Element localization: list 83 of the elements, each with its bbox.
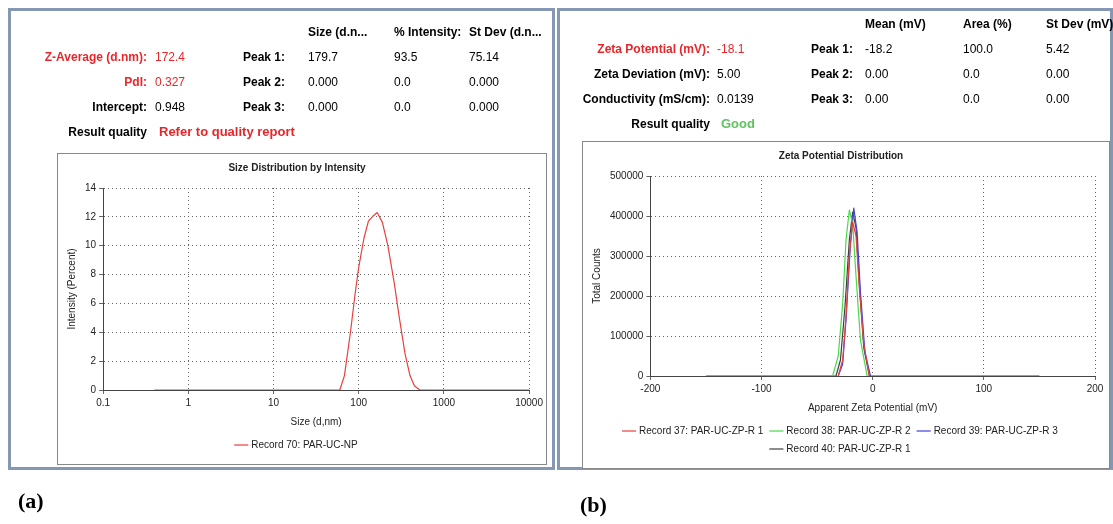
- text: 0.0: [963, 92, 980, 106]
- y-tick-label: 300000: [609, 249, 644, 261]
- text: 0.000: [469, 100, 500, 114]
- text: PdI:: [124, 75, 147, 89]
- text: 5.00: [717, 67, 741, 81]
- text: Intercept:: [92, 100, 147, 114]
- x-tick-label: 1: [185, 396, 192, 408]
- y-tick-label: 200000: [609, 289, 644, 301]
- x-tick-label: 100: [975, 382, 993, 394]
- text: Peak 1:: [242, 50, 285, 64]
- text: Peak 1:: [810, 42, 853, 56]
- y-tick-label: 500000: [609, 169, 644, 181]
- y-tick-label: 400000: [609, 209, 644, 221]
- x-tick-label: 1000: [432, 396, 456, 408]
- x-tick-label: 10000: [515, 396, 544, 408]
- x-tick-label: 10: [267, 396, 280, 408]
- x-tick-label: 100: [350, 396, 368, 408]
- text: Good: [721, 116, 755, 131]
- text: 93.5: [394, 50, 418, 64]
- text: (a): [18, 488, 44, 514]
- legend-label: Record 70: PAR-UC-NP: [251, 438, 359, 450]
- y-tick-label: 10: [85, 239, 97, 251]
- legend-label: Record 40: PAR-UC-ZP-R 1: [786, 442, 912, 454]
- text: Result quality: [631, 117, 710, 131]
- y-tick-label: 2: [90, 354, 97, 366]
- text: Z-Average (d.nm):: [44, 50, 147, 64]
- text: 0.00: [865, 67, 889, 81]
- y-axis-title: Intensity (Percent): [65, 248, 77, 330]
- text: Refer to quality report: [159, 124, 295, 139]
- y-tick-label: 6: [90, 297, 97, 309]
- text: 0.000: [469, 75, 500, 89]
- text: Conductivity (mS/cm):: [582, 92, 710, 106]
- text: Zeta Deviation (mV):: [593, 67, 710, 81]
- text: 0.0: [394, 100, 411, 114]
- x-axis-title: Apparent Zeta Potential (mV): [807, 401, 938, 413]
- y-tick-label: 12: [85, 210, 97, 222]
- text: Mean (mV): [865, 17, 926, 31]
- text: 5.42: [1046, 42, 1070, 56]
- x-tick-label: 0.1: [96, 396, 111, 408]
- text: 0.327: [155, 75, 186, 89]
- legend-label: Record 37: PAR-UC-ZP-R 1: [639, 424, 764, 436]
- text: Size (d.n...: [308, 25, 368, 39]
- text: Peak 3:: [810, 92, 853, 106]
- text: Peak 3:: [242, 100, 285, 114]
- text: Area (%): [963, 17, 1012, 31]
- text: St Dev (d.n...: [469, 25, 542, 39]
- y-tick-label: 8: [90, 268, 97, 280]
- text: Peak 2:: [242, 75, 285, 89]
- x-tick-label: -100: [751, 382, 772, 394]
- text: 75.14: [469, 50, 500, 64]
- text: 0.0: [963, 67, 980, 81]
- x-axis-title: Size (d,nm): [290, 415, 342, 427]
- text: 179.7: [308, 50, 339, 64]
- text: (b): [580, 492, 607, 518]
- y-tick-label: 4: [90, 326, 97, 338]
- y-tick-label: 0: [637, 369, 644, 381]
- text: 0.0139: [717, 92, 754, 106]
- legend-label: Record 39: PAR-UC-ZP-R 3: [933, 424, 1059, 436]
- text: % Intensity:: [394, 25, 462, 39]
- chart-title: Size Distribution by Intensity: [228, 161, 367, 173]
- x-tick-label: 0: [869, 382, 876, 394]
- text: Zeta Potential (mV):: [597, 42, 710, 56]
- text: -18.2: [865, 42, 893, 56]
- y-tick-label: 100000: [609, 329, 644, 341]
- text: 0.000: [308, 100, 339, 114]
- text: 0.00: [865, 92, 889, 106]
- y-tick-label: 14: [85, 181, 97, 193]
- y-axis-title: Total Counts: [590, 248, 602, 304]
- text: 172.4: [155, 50, 186, 64]
- chart-title: Zeta Potential Distribution: [778, 149, 904, 161]
- text: 100.0: [963, 42, 994, 56]
- text: Peak 2:: [810, 67, 853, 81]
- text: 0.00: [1046, 67, 1070, 81]
- legend-label: Record 38: PAR-UC-ZP-R 2: [786, 424, 912, 436]
- text: 0.00: [1046, 92, 1070, 106]
- text: Result quality: [68, 125, 147, 139]
- text: 0.000: [308, 75, 339, 89]
- x-tick-label: 200: [1086, 382, 1104, 394]
- text: St Dev (mV): [1046, 17, 1113, 31]
- text: 0.948: [155, 100, 186, 114]
- x-tick-label: -200: [640, 382, 661, 394]
- text: 0.0: [394, 75, 411, 89]
- text: -18.1: [717, 42, 745, 56]
